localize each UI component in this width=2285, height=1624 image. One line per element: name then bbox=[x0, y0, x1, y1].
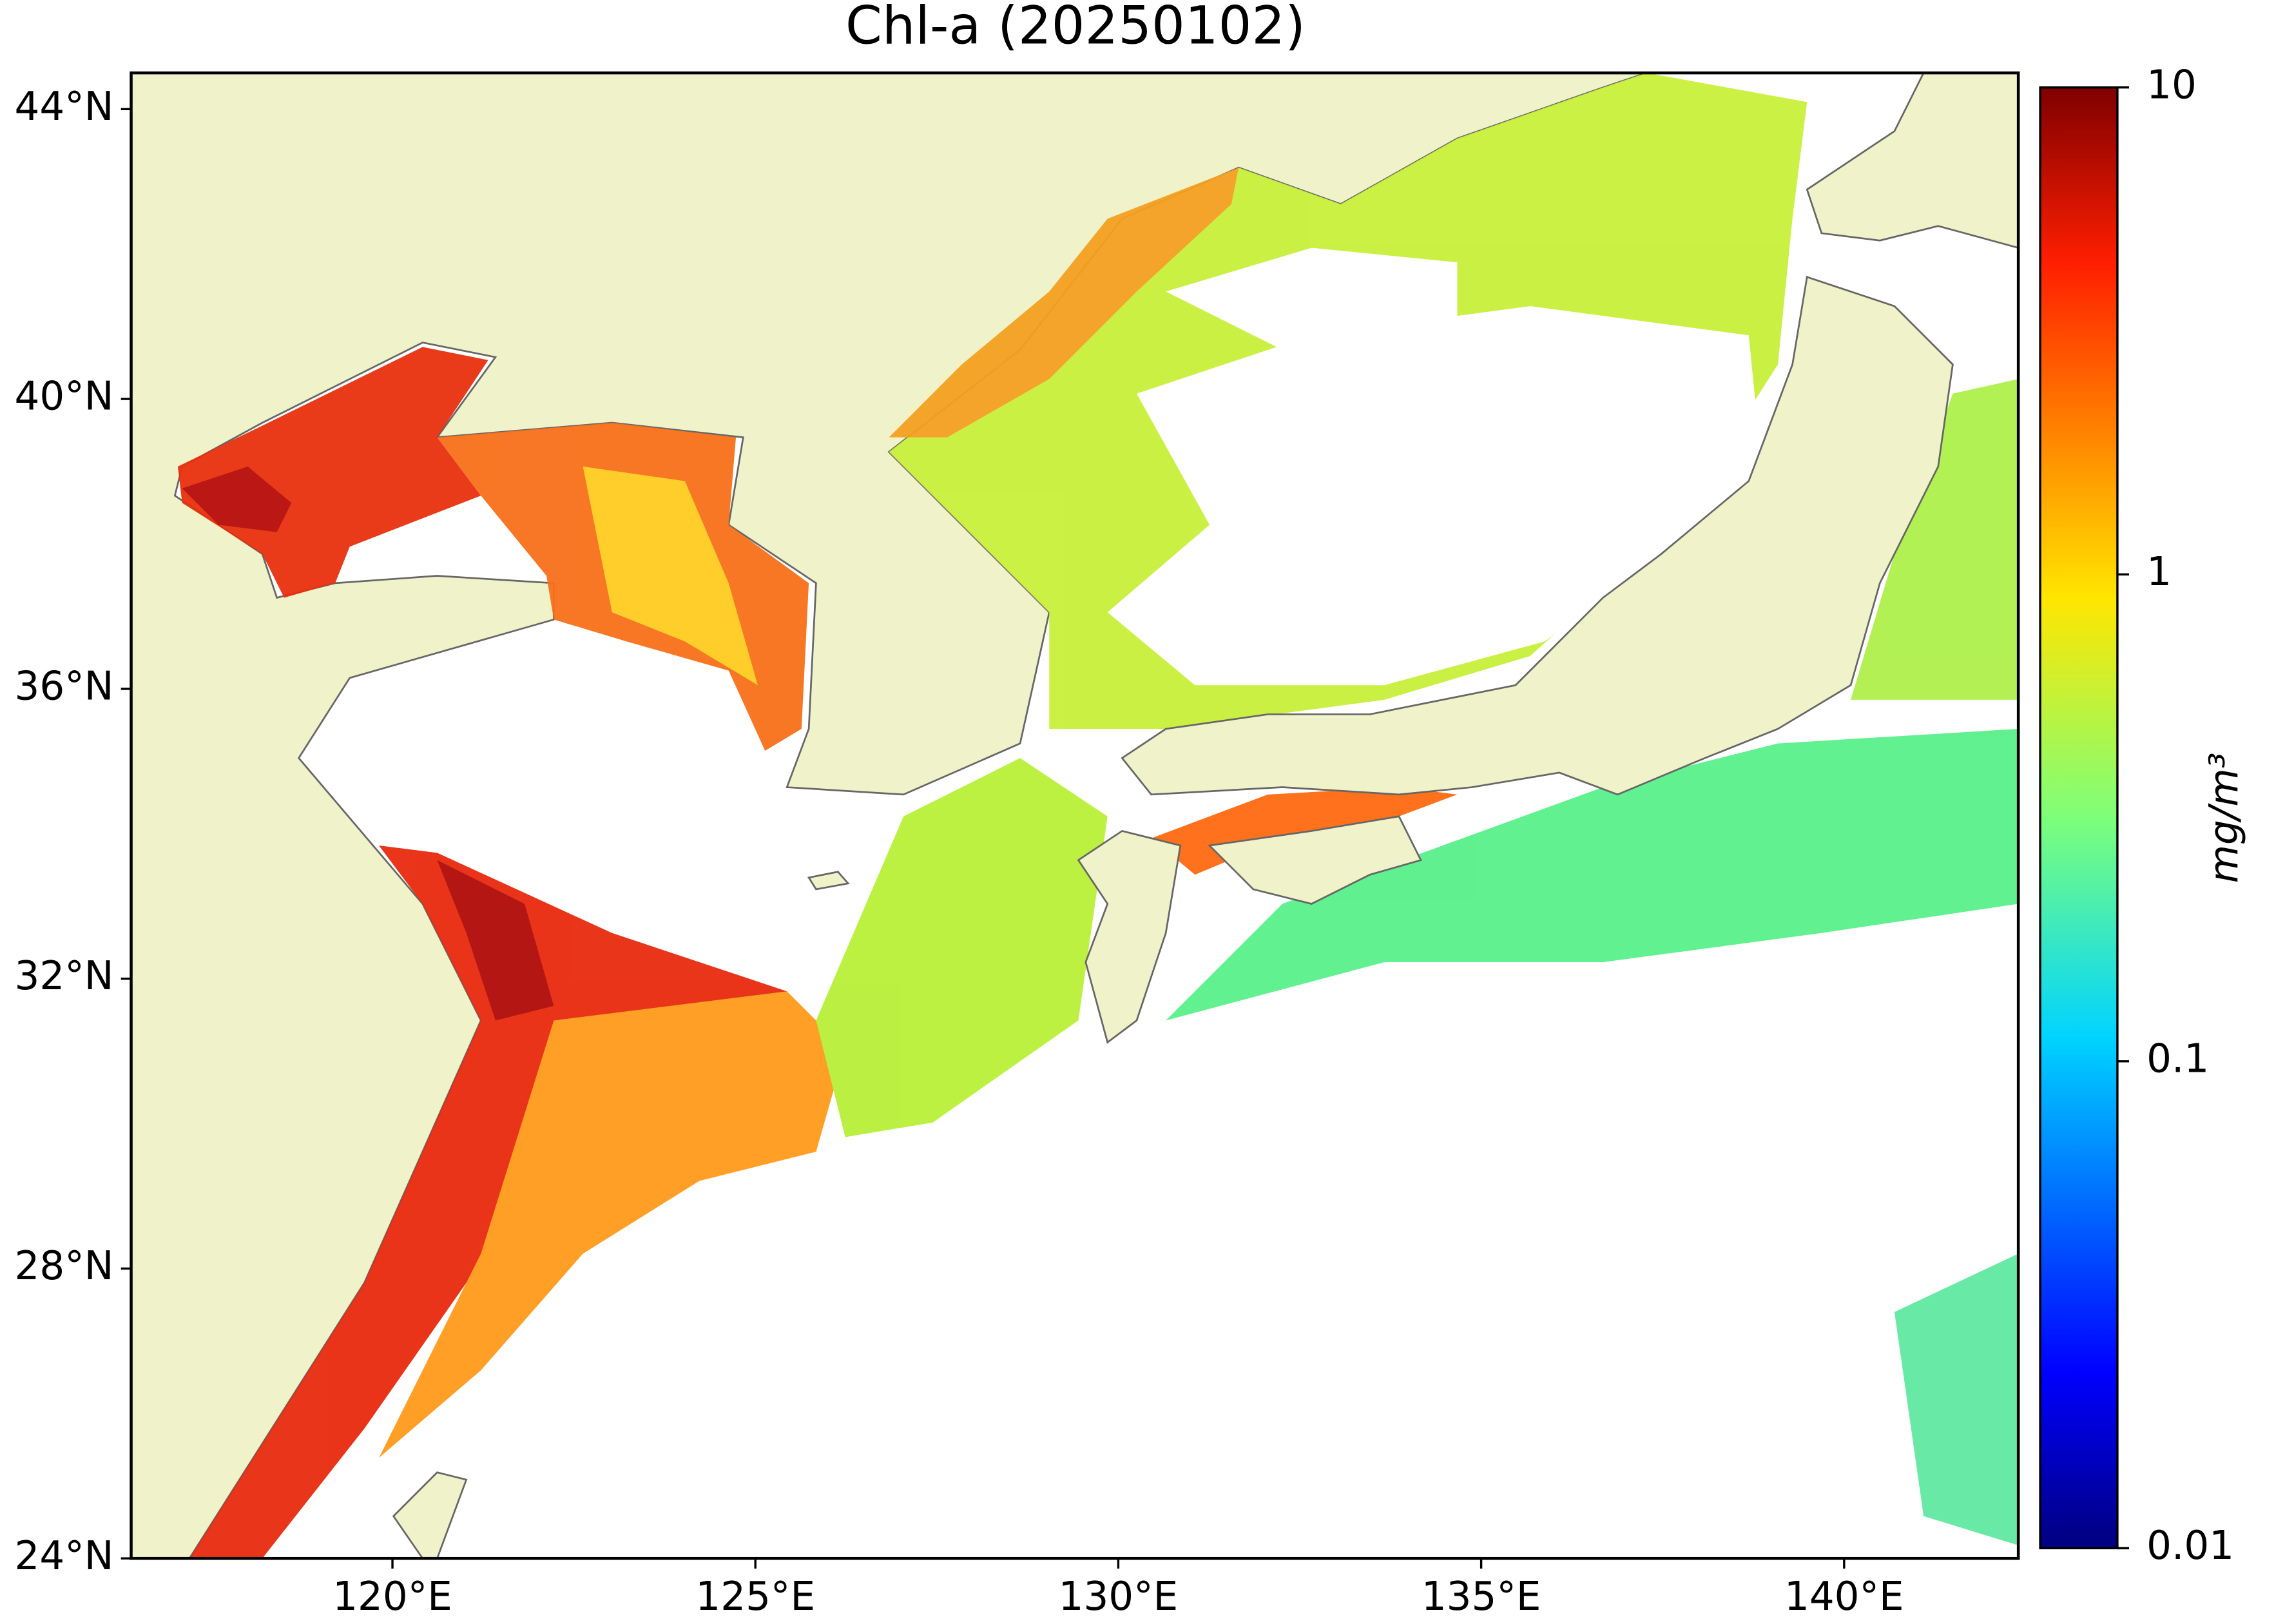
colorbar-tick-label: 0.1 bbox=[2146, 1036, 2209, 1081]
colorbar-label: mg/m³ bbox=[2201, 753, 2247, 884]
islands bbox=[392, 73, 2019, 1559]
pacific-north-japan bbox=[1851, 379, 2019, 700]
y-tick-label: 44°N bbox=[15, 84, 114, 130]
jeju bbox=[807, 871, 850, 891]
x-tick-label: 135°E bbox=[1422, 1574, 1541, 1619]
chlorophyll bbox=[177, 73, 2019, 1559]
colorbar-tick-label: 0.01 bbox=[2146, 1523, 2234, 1569]
pacific-south-japan bbox=[1166, 729, 2019, 1021]
yellow-sea-mid bbox=[583, 466, 758, 686]
y-tick-label: 36°N bbox=[15, 663, 114, 709]
y-tick-label: 28°N bbox=[15, 1243, 114, 1289]
bohai-bloom bbox=[177, 347, 488, 598]
kyushu bbox=[1077, 829, 1182, 1044]
shikoku bbox=[1208, 815, 1422, 905]
x-tick-label: 140°E bbox=[1784, 1574, 1904, 1619]
bohai-core bbox=[182, 466, 292, 532]
x-tick-label: 125°E bbox=[695, 1574, 815, 1619]
y-tick-label: 32°N bbox=[15, 953, 114, 999]
hokkaido bbox=[1806, 73, 2019, 249]
x-tick-label: 130°E bbox=[1059, 1574, 1179, 1619]
honshu bbox=[1121, 276, 1954, 796]
colorbar bbox=[2039, 86, 2119, 1550]
title: Chl-a (20250102) bbox=[845, 0, 1306, 57]
colorbar-tick-label: 10 bbox=[2146, 62, 2197, 108]
cloud-japan-sea bbox=[1107, 306, 1764, 686]
east-china-sea bbox=[378, 991, 845, 1458]
colorbar-tick-label: 1 bbox=[2146, 549, 2172, 595]
taiwan bbox=[392, 1471, 468, 1559]
map bbox=[131, 73, 2019, 1559]
korea-strait bbox=[816, 758, 1108, 1137]
y-tick-label: 24°N bbox=[15, 1533, 114, 1579]
map-frame bbox=[130, 71, 2020, 1560]
y-tick-label: 40°N bbox=[15, 374, 114, 420]
cloud-north bbox=[1166, 247, 1458, 350]
x-tick-label: 120°E bbox=[333, 1574, 452, 1619]
pacific-southeast bbox=[1894, 1253, 2019, 1545]
korea-east-coast bbox=[889, 168, 1239, 438]
china-coast-core bbox=[437, 860, 554, 1021]
